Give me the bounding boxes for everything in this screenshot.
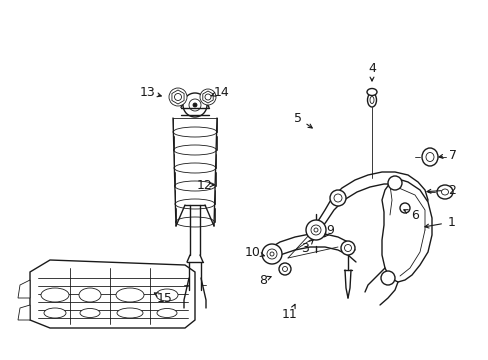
Circle shape [183, 93, 206, 117]
Ellipse shape [117, 308, 142, 318]
Ellipse shape [305, 220, 325, 240]
Polygon shape [203, 91, 213, 103]
Text: 10: 10 [244, 246, 261, 258]
Circle shape [193, 103, 197, 107]
Polygon shape [30, 260, 195, 328]
Text: 8: 8 [259, 274, 266, 287]
Ellipse shape [156, 289, 178, 301]
Ellipse shape [80, 309, 100, 318]
Polygon shape [381, 178, 431, 282]
Circle shape [169, 88, 186, 106]
Ellipse shape [436, 185, 452, 199]
Circle shape [387, 176, 401, 190]
Text: 12: 12 [197, 179, 212, 192]
Text: 9: 9 [325, 224, 333, 237]
Circle shape [200, 89, 216, 105]
Text: 2: 2 [447, 184, 455, 197]
Ellipse shape [421, 148, 437, 166]
Text: 7: 7 [448, 149, 456, 162]
Ellipse shape [329, 190, 346, 206]
Circle shape [399, 203, 409, 213]
Text: 3: 3 [301, 242, 308, 255]
Polygon shape [18, 305, 30, 320]
Polygon shape [172, 90, 183, 104]
Text: 5: 5 [293, 112, 302, 125]
Polygon shape [18, 280, 30, 298]
Ellipse shape [262, 244, 282, 264]
Ellipse shape [79, 288, 101, 302]
Ellipse shape [41, 288, 69, 302]
Ellipse shape [116, 288, 143, 302]
Text: 11: 11 [282, 309, 297, 321]
Ellipse shape [313, 228, 317, 232]
Text: 14: 14 [214, 86, 229, 99]
Text: 6: 6 [410, 208, 418, 221]
Ellipse shape [279, 263, 290, 275]
Ellipse shape [367, 93, 376, 107]
Text: 15: 15 [157, 292, 173, 305]
Ellipse shape [340, 241, 354, 255]
Ellipse shape [157, 309, 177, 318]
Circle shape [380, 271, 394, 285]
Ellipse shape [44, 308, 66, 318]
Text: 4: 4 [367, 62, 375, 75]
Ellipse shape [366, 89, 376, 95]
Text: 1: 1 [447, 216, 455, 229]
Text: 13: 13 [140, 86, 156, 99]
Ellipse shape [269, 252, 273, 256]
